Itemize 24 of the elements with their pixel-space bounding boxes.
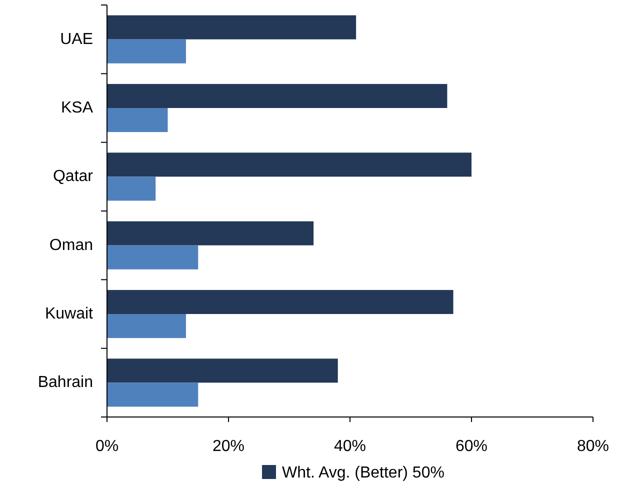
bar [107, 39, 186, 64]
bar [107, 314, 186, 338]
x-tick-label: 40% [334, 438, 366, 455]
y-tick-label: Oman [49, 236, 93, 254]
bar [107, 15, 356, 40]
bar [107, 382, 198, 407]
bar [107, 245, 198, 270]
bar [107, 221, 314, 246]
bar [107, 290, 454, 314]
y-tick-label: UAE [60, 30, 93, 48]
x-tick-label: 20% [212, 438, 245, 455]
x-tick-label: 0% [95, 438, 119, 455]
y-tick-label: Bahrain [38, 374, 93, 392]
bar [107, 152, 472, 177]
y-tick-label: Kuwait [44, 306, 94, 322]
y-tick-label: Qatar [52, 168, 94, 186]
legend-label: Wht. Avg. (Better) 50% [282, 464, 444, 482]
y-tick-label: KSA [60, 100, 94, 116]
bar [107, 84, 448, 108]
bar [107, 108, 168, 132]
bar [107, 358, 338, 383]
bar [107, 176, 156, 201]
x-tick-label: 60% [455, 438, 488, 455]
x-tick-label: 80% [576, 438, 610, 455]
